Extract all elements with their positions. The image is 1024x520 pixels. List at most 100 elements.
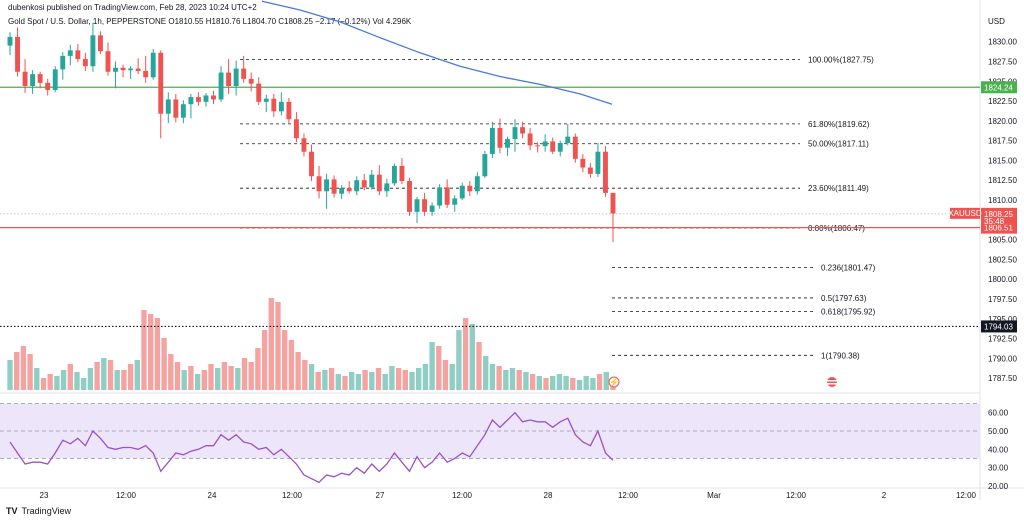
volume-bar (590, 378, 596, 390)
candle-body (429, 205, 435, 212)
price-tick-label: 1822.50 (988, 97, 1017, 106)
candle-body (293, 119, 299, 139)
dotted-price-tag: 1794.03 (984, 322, 1013, 331)
volume-bar (94, 362, 100, 390)
volume-bar (47, 374, 53, 390)
volume-bar (523, 372, 529, 390)
us-flag-stripe (827, 383, 837, 385)
volume-bar (181, 370, 187, 390)
candle-body (150, 52, 156, 78)
volume-bar (295, 352, 301, 390)
candle-body (316, 176, 322, 192)
symbol-ohlc-line: Gold Spot / U.S. Dollar, 1h, PEPPERSTONE… (8, 17, 412, 26)
volume-bar (362, 370, 368, 390)
volume-bar (127, 364, 134, 390)
tradingview-logo[interactable]: TV TradingView (6, 506, 71, 516)
volume-bar (54, 376, 60, 390)
candle-body (7, 36, 13, 46)
price-tick-label: 1820.00 (988, 117, 1017, 126)
lightning-event-icon[interactable] (608, 376, 620, 388)
price-tick-label: 1812.50 (988, 176, 1017, 185)
volume-bar (121, 370, 127, 390)
volume-bar (382, 374, 388, 390)
volume-bar (241, 358, 248, 390)
volume-bar (395, 368, 402, 390)
us-flag-event-icon[interactable] (827, 377, 837, 387)
candle-body (30, 74, 36, 86)
current-price-tag-bg (981, 207, 1017, 225)
candle-body (565, 136, 571, 143)
candle-body (233, 68, 239, 86)
volume-bar (235, 368, 241, 390)
dotted-price-tag-bg (981, 320, 1017, 333)
volume-bar (161, 338, 167, 390)
tradingview-logo-text: TradingView (21, 506, 72, 516)
volume-bar (322, 370, 328, 390)
time-tick-label: 12:00 (116, 491, 137, 500)
candle-body (354, 180, 360, 192)
volume-bar (469, 324, 475, 390)
volume-bar (416, 368, 422, 390)
time-tick-label: 23 (40, 491, 49, 500)
candle-body (489, 127, 495, 155)
volume-bar (429, 342, 435, 390)
price-tick-label: 1797.50 (988, 295, 1017, 304)
volume-bar (208, 364, 214, 390)
volume-bar (369, 372, 375, 390)
symbol-tag: XAUUSD (948, 209, 982, 218)
time-tick-label: 12:00 (956, 491, 977, 500)
volume-bar (536, 376, 542, 390)
price-tick-label: 1800.00 (988, 275, 1017, 284)
candle-body (15, 36, 20, 72)
candle-body (603, 151, 608, 193)
tradingview-logo-icon: TV (6, 506, 18, 516)
volume-bar (335, 374, 341, 390)
candle-body (376, 174, 382, 192)
candle-body (52, 69, 58, 90)
time-tick-label: 12:00 (452, 491, 473, 500)
volume-bar (248, 362, 254, 390)
candle-body (195, 97, 201, 102)
candle-body (414, 199, 420, 212)
volume-bar (87, 368, 94, 390)
volume-bar (570, 378, 576, 390)
price-tick-label: 1790.00 (988, 354, 1017, 363)
candle-body (444, 187, 450, 205)
candle-body (595, 151, 601, 174)
candle-body (391, 165, 397, 184)
volume-bar (516, 370, 522, 390)
volume-bar (529, 374, 536, 390)
volume-bar (503, 370, 509, 390)
time-tick-label: Mar (707, 491, 721, 500)
support-price-tag-bg (981, 81, 1017, 94)
volume-bar (282, 330, 288, 390)
volume-bar (221, 362, 228, 390)
volume-bar (34, 368, 40, 390)
volume-bar (40, 378, 47, 390)
candle-body (271, 98, 277, 112)
resistance-price-tag: 1806.51 (984, 224, 1013, 233)
volume-bar (255, 348, 261, 390)
volume-bar (349, 372, 355, 390)
candle-body (580, 158, 586, 168)
price-tick-label: 1795.00 (988, 315, 1017, 324)
candle-body (98, 35, 103, 52)
price-tick-label: 1810.00 (988, 196, 1017, 205)
candle-body (497, 127, 503, 148)
time-tick-label: 12:00 (618, 491, 639, 500)
volume-bar (442, 360, 449, 390)
volume-bar (556, 374, 563, 390)
candle-body (384, 183, 390, 192)
volume-bar (188, 366, 194, 390)
candle-body (422, 199, 428, 212)
price-tick-label: 1827.50 (988, 57, 1017, 66)
volume-bar (74, 372, 80, 390)
volume-bar (141, 310, 147, 390)
lightning-glyph: ⚡ (609, 377, 619, 387)
fib-level-label: 50.00%(1817.11) (808, 140, 869, 149)
candle-body (339, 188, 345, 194)
candle-body (226, 72, 232, 86)
candle-body (22, 71, 28, 86)
